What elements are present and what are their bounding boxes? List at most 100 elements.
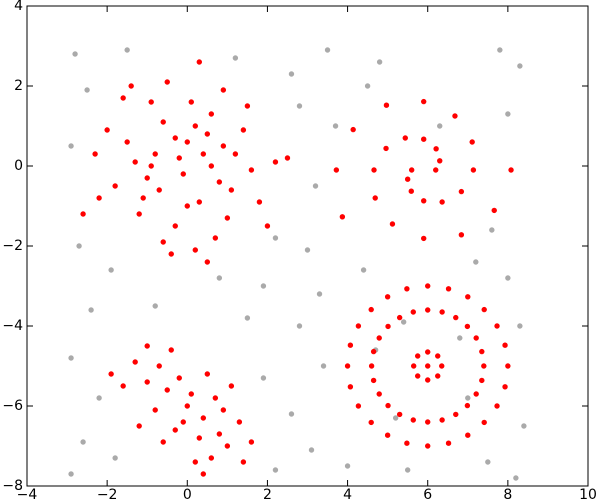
point	[204, 259, 211, 265]
point	[384, 432, 391, 438]
point	[220, 407, 227, 413]
point	[479, 377, 485, 384]
point	[404, 176, 411, 182]
point	[296, 103, 303, 109]
point	[491, 207, 497, 214]
point	[465, 432, 471, 438]
point	[425, 349, 431, 355]
point	[344, 463, 351, 469]
point	[410, 417, 416, 423]
point	[437, 158, 443, 164]
point	[333, 167, 340, 173]
point	[368, 419, 374, 426]
point	[140, 195, 146, 201]
point	[385, 323, 391, 330]
x-tick-label: −2	[97, 487, 118, 503]
point	[160, 439, 166, 445]
point	[517, 63, 523, 69]
point	[84, 87, 90, 93]
point	[458, 188, 465, 195]
point	[232, 55, 239, 61]
point	[425, 283, 431, 289]
point	[176, 375, 182, 381]
point	[473, 391, 479, 397]
point	[521, 423, 527, 429]
point	[324, 47, 331, 53]
point	[489, 227, 495, 233]
point	[389, 221, 396, 227]
point	[385, 402, 391, 409]
x-tick-label: 6	[423, 487, 432, 503]
point	[172, 223, 178, 229]
point	[68, 355, 74, 361]
point	[216, 179, 223, 185]
point	[421, 98, 427, 105]
point	[144, 379, 150, 385]
x-tick-label: −4	[17, 487, 38, 503]
point	[120, 383, 126, 389]
point	[196, 199, 203, 205]
point	[344, 363, 351, 369]
point	[192, 123, 199, 129]
point	[208, 455, 215, 461]
point	[148, 99, 154, 105]
point	[392, 415, 399, 421]
point	[160, 119, 166, 125]
point	[383, 102, 390, 108]
x-tick-label: 8	[503, 487, 512, 503]
point	[421, 136, 427, 142]
point	[272, 467, 279, 473]
point	[481, 363, 487, 369]
point	[240, 127, 247, 133]
point	[425, 443, 431, 449]
point	[92, 151, 98, 157]
point	[204, 131, 211, 137]
y-tick-label: −2	[2, 238, 23, 254]
point	[104, 127, 110, 133]
point	[180, 419, 186, 425]
point	[200, 415, 207, 421]
point	[437, 123, 443, 129]
point	[360, 267, 367, 273]
point	[464, 402, 471, 409]
x-tick-label: 0	[183, 487, 192, 503]
y-tick-label: −8	[2, 478, 23, 494]
point	[220, 87, 227, 93]
point	[320, 363, 327, 369]
point	[410, 309, 416, 315]
point	[370, 348, 377, 355]
point	[453, 411, 459, 418]
point	[176, 155, 182, 161]
point	[404, 467, 411, 473]
point	[96, 395, 102, 401]
point	[439, 199, 445, 205]
point	[136, 423, 142, 429]
point	[396, 411, 403, 418]
point	[452, 113, 458, 119]
point	[208, 111, 215, 117]
point	[332, 123, 339, 129]
point	[425, 419, 431, 425]
point	[465, 294, 471, 300]
point	[481, 306, 487, 313]
point	[505, 275, 511, 281]
point	[479, 348, 485, 355]
point	[80, 211, 86, 217]
point	[260, 375, 267, 381]
point	[284, 155, 291, 161]
point	[132, 359, 138, 365]
point	[136, 211, 142, 217]
point	[244, 315, 251, 321]
point	[439, 309, 445, 315]
point	[425, 363, 431, 369]
y-tick-label: −4	[2, 318, 23, 334]
point	[248, 167, 255, 173]
point	[383, 145, 389, 152]
point	[513, 475, 519, 481]
point	[433, 167, 439, 173]
point	[445, 286, 452, 292]
point	[264, 223, 271, 229]
point	[128, 83, 134, 89]
point	[439, 363, 445, 369]
